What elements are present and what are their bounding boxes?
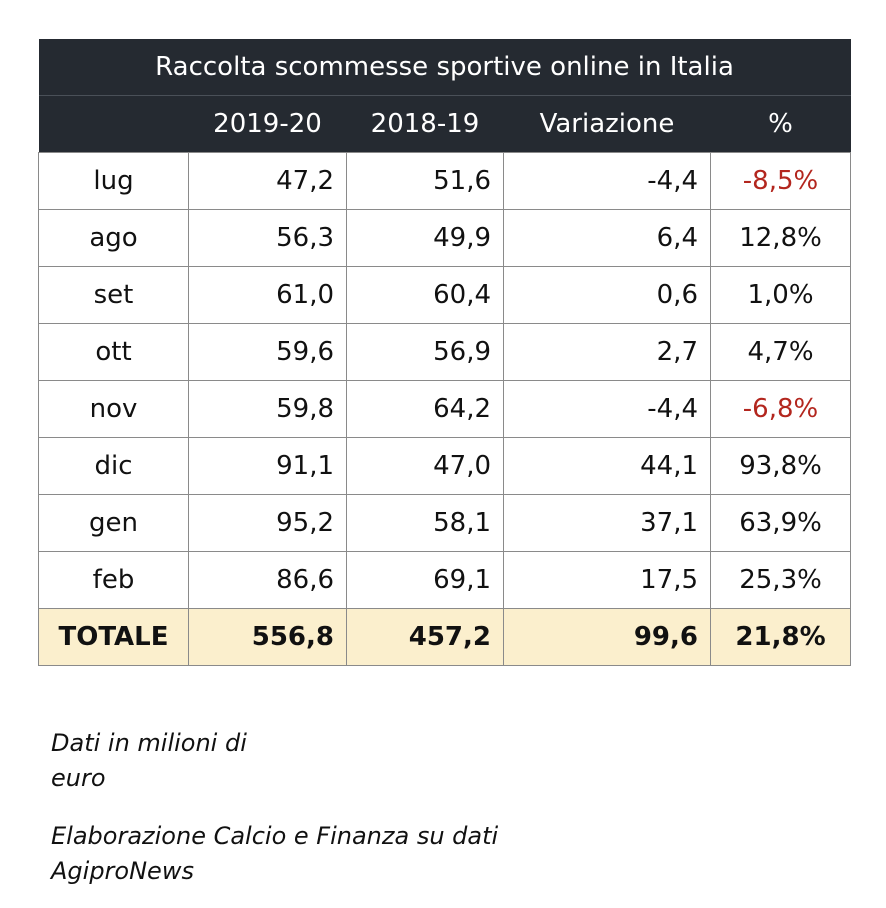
title-row: Raccolta scommesse sportive online in It… [38,39,851,96]
value-2019-20-cell: 59,6 [188,323,347,381]
column-header-percent: % [710,95,851,153]
total-label: TOTALE [38,608,189,666]
percent-cell: 93,8% [709,437,852,495]
variazione-cell: 0,6 [503,266,711,324]
header-row: 2019-20 2018-19 Variazione % [38,95,851,153]
value-2019-20-cell: 95,2 [188,494,347,552]
value-2019-20-cell: 91,1 [188,437,347,495]
column-header-variazione: Variazione [503,95,711,153]
source-note-line1: Elaborazione Calcio e Finanza su dati [51,822,499,850]
variazione-cell: 17,5 [503,551,711,609]
percent-cell: 1,0% [709,266,852,324]
percent-cell: -6,8% [709,380,852,438]
column-header-month [38,95,189,153]
total-2019-20: 556,8 [188,608,347,666]
table-row: ago 56,3 49,9 6,4 12,8% [38,209,852,267]
variazione-cell: -4,4 [503,152,711,210]
unit-note-line1: Dati in milioni di [51,729,247,757]
value-2019-20-cell: 56,3 [188,209,347,267]
value-2018-19-cell: 51,6 [346,152,504,210]
percent-cell: 25,3% [709,551,852,609]
table-row: feb 86,6 69,1 17,5 25,3% [38,551,852,609]
variazione-cell: 44,1 [503,437,711,495]
value-2018-19-cell: 49,9 [346,209,504,267]
value-2019-20-cell: 59,8 [188,380,347,438]
month-cell: gen [38,494,189,552]
table-row: dic 91,1 47,0 44,1 93,8% [38,437,852,495]
unit-note-line2: euro [51,764,106,792]
month-cell: ott [38,323,189,381]
total-row: TOTALE 556,8 457,2 99,6 21,8% [38,608,852,666]
value-2018-19-cell: 60,4 [346,266,504,324]
variazione-cell: 6,4 [503,209,711,267]
variazione-cell: 2,7 [503,323,711,381]
unit-note: Dati in milioni di euro [51,726,247,796]
total-percent: 21,8% [709,608,852,666]
value-2018-19-cell: 58,1 [346,494,504,552]
source-note: Elaborazione Calcio e Finanza su dati Ag… [51,819,498,889]
table-row: ott 59,6 56,9 2,7 4,7% [38,323,852,381]
variazione-cell: 37,1 [503,494,711,552]
percent-cell: 12,8% [709,209,852,267]
value-2019-20-cell: 47,2 [188,152,347,210]
table-row: lug 47,2 51,6 -4,4 -8,5% [38,152,852,210]
total-variazione: 99,6 [503,608,711,666]
total-2018-19: 457,2 [346,608,504,666]
variazione-cell: -4,4 [503,380,711,438]
value-2018-19-cell: 69,1 [346,551,504,609]
table-body: lug 47,2 51,6 -4,4 -8,5% ago 56,3 49,9 6,4 12,8% s… [38,152,852,609]
value-2018-19-cell: 64,2 [346,380,504,438]
value-2018-19-cell: 47,0 [346,437,504,495]
table-title: Raccolta scommesse sportive online in It… [38,39,851,96]
value-2018-19-cell: 56,9 [346,323,504,381]
percent-cell: -8,5% [709,152,852,210]
percent-cell: 63,9% [709,494,852,552]
percent-cell: 4,7% [709,323,852,381]
month-cell: feb [38,551,189,609]
table-row: gen 95,2 58,1 37,1 63,9% [38,494,852,552]
month-cell: ago [38,209,189,267]
table-row: nov 59,8 64,2 -4,4 -6,8% [38,380,852,438]
value-2019-20-cell: 61,0 [188,266,347,324]
month-cell: nov [38,380,189,438]
column-header-2019-20: 2019-20 [188,95,347,153]
month-cell: lug [38,152,189,210]
value-2019-20-cell: 86,6 [188,551,347,609]
column-header-2018-19: 2018-19 [346,95,504,153]
table-row: set 61,0 60,4 0,6 1,0% [38,266,852,324]
data-table: Raccolta scommesse sportive online in It… [38,39,852,666]
month-cell: set [38,266,189,324]
source-note-line2: AgiproNews [51,857,194,885]
month-cell: dic [38,437,189,495]
